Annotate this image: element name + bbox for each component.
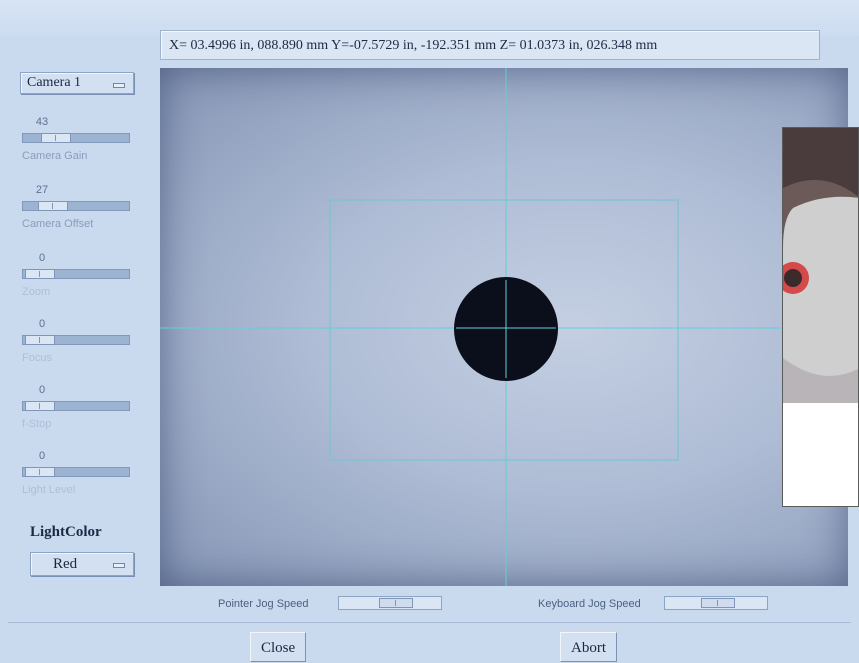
camera-gain-label: Camera Gain (22, 150, 88, 162)
camera-device-photo (783, 128, 858, 506)
zoom-slider[interactable] (22, 269, 130, 279)
zoom-control: 0 Zoom (22, 252, 132, 312)
light-level-label: Light Level (22, 484, 76, 496)
slider-thumb[interactable] (25, 269, 55, 279)
camera-feed-overlay (160, 68, 848, 586)
pointer-jog-speed-label: Pointer Jog Speed (218, 598, 309, 610)
light-level-value: 0 (38, 450, 46, 462)
bottom-toolbar: Pointer Jog Speed Keyboard Jog Speed Clo… (0, 588, 859, 662)
slider-thumb[interactable] (38, 201, 69, 211)
zoom-label: Zoom (22, 286, 51, 298)
light-color-select[interactable]: Red (30, 552, 134, 576)
f-stop-control: 0 f-Stop (22, 384, 132, 444)
jog-thumb[interactable] (378, 598, 413, 608)
camera-gain-control: 43 Camera Gain (22, 116, 132, 176)
camera-gain-slider[interactable] (22, 133, 130, 143)
focus-control: 0 Focus (22, 318, 132, 378)
light-color-value: Red (53, 556, 78, 572)
keyboard-jog-speed-label: Keyboard Jog Speed (538, 598, 641, 610)
f-stop-slider[interactable] (22, 401, 130, 411)
f-stop-label: f-Stop (22, 418, 52, 430)
camera-select[interactable]: Camera 1 (20, 72, 134, 94)
camera-control-panel: Camera 1 43 Camera Gain 27 Camera Offset… (0, 60, 160, 600)
pointer-jog-speed-slider[interactable] (338, 596, 442, 610)
camera-offset-value: 27 (35, 184, 49, 196)
dropdown-indicator-icon (113, 83, 125, 88)
coordinate-readout: X= 03.4996 in, 088.890 mm Y=-07.5729 in,… (160, 30, 820, 60)
slider-thumb[interactable] (41, 133, 72, 143)
slider-thumb[interactable] (25, 401, 55, 411)
dropdown-indicator-icon (113, 563, 125, 568)
focus-value: 0 (38, 318, 46, 330)
focus-slider[interactable] (22, 335, 130, 345)
camera-offset-control: 27 Camera Offset (22, 184, 132, 244)
camera-offset-slider[interactable] (22, 201, 130, 211)
light-level-slider[interactable] (22, 467, 130, 477)
jog-thumb[interactable] (701, 598, 736, 608)
region-of-interest-box (329, 199, 679, 461)
keyboard-jog-speed-slider[interactable] (664, 596, 768, 610)
light-level-control: 0 Light Level (22, 450, 132, 510)
camera-view[interactable] (160, 68, 848, 586)
overlay-photo-thumbnail (782, 127, 859, 507)
f-stop-value: 0 (38, 384, 46, 396)
camera-offset-label: Camera Offset (22, 218, 94, 230)
slider-thumb[interactable] (25, 335, 55, 345)
slider-thumb[interactable] (25, 467, 55, 477)
light-color-label: LightColor (30, 524, 102, 540)
camera-select-value: Camera 1 (27, 75, 82, 90)
close-button[interactable]: Close (250, 632, 307, 662)
zoom-value: 0 (38, 252, 46, 264)
camera-gain-value: 43 (35, 116, 49, 128)
focus-label: Focus (22, 352, 52, 364)
toolbar-separator (8, 622, 851, 623)
